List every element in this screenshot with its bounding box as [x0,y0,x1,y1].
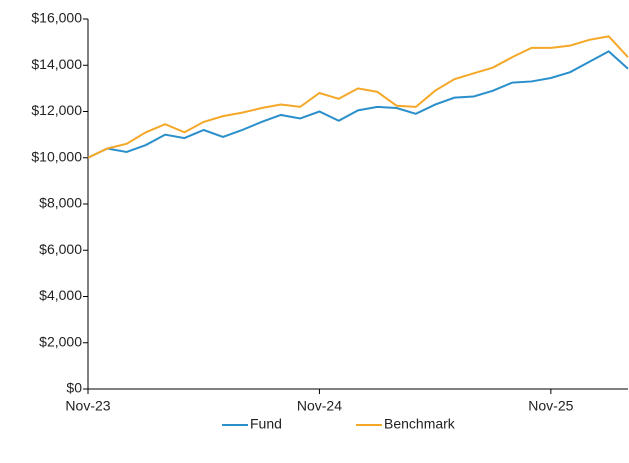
y-tick-label: $14,000 [31,56,82,72]
x-tick-label: Nov-23 [65,398,110,414]
y-tick-label: $2,000 [39,333,82,349]
y-tick-label: $6,000 [39,241,82,257]
legend-label: Benchmark [384,416,456,432]
x-tick-label: Nov-24 [297,398,342,414]
y-tick-label: $8,000 [39,195,82,211]
series-line [87,50,629,159]
legend-label: Fund [250,416,282,432]
y-tick-label: $4,000 [39,287,82,303]
y-tick-label: $0 [66,380,82,396]
y-tick-label: $10,000 [31,148,82,164]
y-tick-label: $16,000 [31,10,82,26]
series-line [87,35,629,159]
x-tick-label: Nov-25 [528,398,573,414]
y-tick-label: $12,000 [31,102,82,118]
